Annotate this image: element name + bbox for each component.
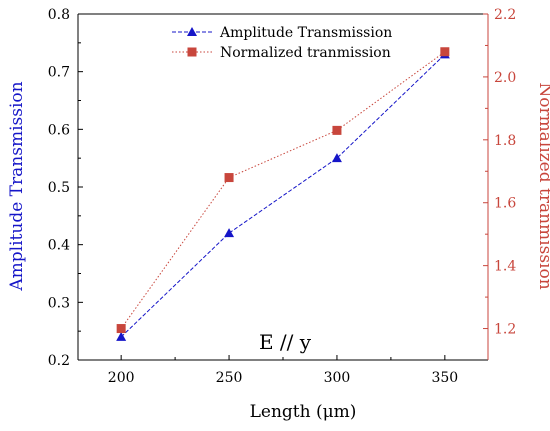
right-y-tick-label: 2.0 bbox=[494, 70, 516, 86]
legend-marker-square bbox=[187, 47, 197, 57]
right-y-tick-label: 2.2 bbox=[494, 7, 516, 23]
series-layer bbox=[116, 47, 450, 341]
right-y-tick-label: 1.2 bbox=[494, 322, 516, 338]
x-tick-label: 200 bbox=[108, 370, 135, 386]
legend: Amplitude Transmission Normalized tranmis… bbox=[172, 25, 392, 61]
data-point-square bbox=[332, 125, 342, 135]
x-axis-label: Length (μm) bbox=[250, 402, 357, 422]
right-y-tick-label: 1.4 bbox=[494, 259, 516, 275]
data-point-triangle bbox=[224, 228, 235, 238]
left-y-tick-label: 0.8 bbox=[48, 7, 70, 23]
series-line-1 bbox=[120, 54, 446, 338]
plot-frame bbox=[77, 13, 489, 361]
left-y-tick-label: 0.2 bbox=[48, 353, 70, 369]
data-point-square bbox=[440, 47, 450, 57]
left-y-tick-label: 0.6 bbox=[48, 122, 70, 138]
data-point-triangle bbox=[331, 153, 342, 163]
left-y-axis: 0.2 0.3 0.4 0.5 0.6 0.7 0.8 bbox=[48, 7, 83, 369]
left-y-tick-label: 0.7 bbox=[48, 65, 70, 81]
polarization-annotation: E // y bbox=[259, 330, 312, 354]
right-y-axis-label: Normalized tranmission bbox=[535, 82, 550, 289]
right-y-tick-label: 1.6 bbox=[494, 196, 516, 212]
legend-marker-triangle bbox=[187, 27, 197, 36]
left-y-axis-label: Amplitude Transmission bbox=[7, 81, 27, 291]
x-tick-label: 250 bbox=[216, 370, 243, 386]
x-tick-label: 350 bbox=[431, 370, 458, 386]
data-point-square bbox=[224, 173, 234, 183]
right-y-tick-label: 1.8 bbox=[494, 133, 516, 149]
x-tick-label: 300 bbox=[324, 370, 351, 386]
left-y-tick-label: 0.5 bbox=[48, 180, 70, 196]
data-point-triangle bbox=[116, 331, 127, 341]
data-point-square bbox=[116, 324, 126, 334]
legend-label-2: Normalized tranmission bbox=[220, 45, 391, 61]
series-line-2 bbox=[120, 51, 446, 329]
left-y-tick-label: 0.3 bbox=[48, 295, 70, 311]
legend-label-1: Amplitude Transmission bbox=[219, 25, 392, 41]
x-axis: 200 250 300 350 bbox=[108, 355, 458, 386]
left-y-tick-label: 0.4 bbox=[48, 238, 70, 254]
right-y-axis: 1.2 1.4 1.6 1.8 2.0 2.2 bbox=[483, 7, 516, 338]
